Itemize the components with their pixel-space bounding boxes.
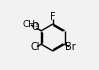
- Text: O: O: [31, 22, 39, 32]
- Text: F: F: [50, 12, 56, 22]
- Text: Br: Br: [65, 42, 76, 52]
- Text: Cl: Cl: [31, 42, 40, 52]
- Text: CH₃: CH₃: [23, 20, 39, 29]
